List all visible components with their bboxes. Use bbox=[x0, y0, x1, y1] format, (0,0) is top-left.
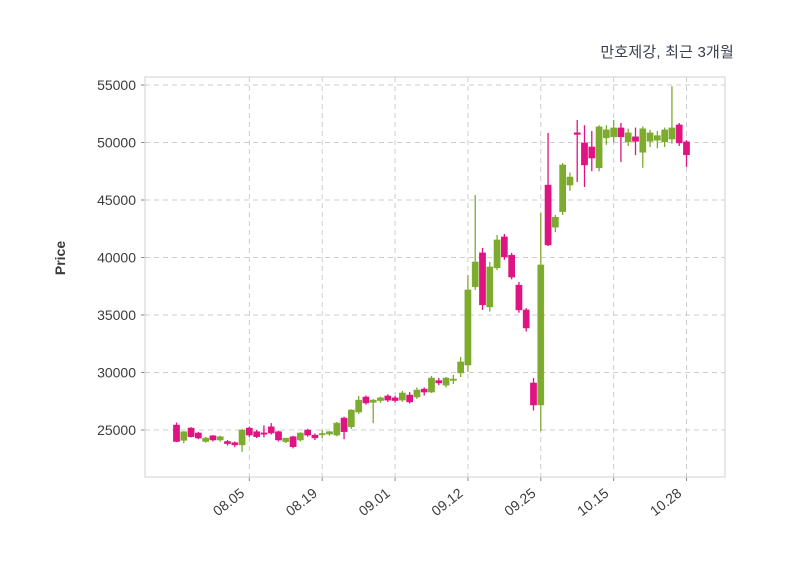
candle-body-up bbox=[464, 289, 472, 366]
candle-body-down bbox=[275, 431, 282, 441]
candle-body-down bbox=[311, 434, 319, 439]
candle-body-up bbox=[180, 431, 188, 441]
candle-body-down bbox=[173, 424, 180, 442]
candle-body-up bbox=[486, 266, 494, 308]
candle-body-up bbox=[326, 431, 333, 435]
candle-body-up bbox=[428, 377, 435, 393]
candle-body-down bbox=[420, 388, 428, 393]
candle-body-up bbox=[537, 264, 545, 406]
y-tick-label: 30000 bbox=[97, 365, 136, 381]
x-tick-label: 09.01 bbox=[355, 485, 393, 519]
candle-body-down bbox=[267, 426, 275, 434]
candle-body-up bbox=[355, 399, 362, 413]
candle-body-down bbox=[340, 417, 348, 432]
candle-body-up bbox=[661, 129, 668, 143]
candle-body-down bbox=[508, 254, 515, 278]
axes-border bbox=[144, 76, 726, 478]
candle-body-down bbox=[588, 146, 596, 159]
candle-body-down bbox=[195, 432, 202, 439]
candle-body-down bbox=[209, 435, 217, 441]
candle-body-down bbox=[187, 427, 195, 437]
candle-body-up bbox=[559, 164, 566, 212]
y-tick-label: 40000 bbox=[97, 250, 136, 266]
candle-body-down bbox=[289, 436, 297, 447]
candle-body-up bbox=[399, 392, 406, 401]
candle-body-down bbox=[231, 442, 239, 446]
candle-body-down bbox=[530, 382, 537, 406]
x-tick-label: 10.15 bbox=[574, 485, 612, 519]
x-tick-label: 09.12 bbox=[428, 485, 466, 519]
candle-body-down bbox=[573, 132, 581, 135]
candle-body-down bbox=[683, 141, 690, 156]
candle-body-up bbox=[639, 128, 647, 153]
candle-body-down bbox=[435, 380, 443, 384]
candle-body-up bbox=[595, 126, 603, 169]
candle-body-down bbox=[632, 136, 639, 142]
candle-body-up bbox=[610, 127, 617, 138]
candle-body-up bbox=[333, 422, 341, 436]
candle-body-up bbox=[348, 409, 355, 428]
x-tick-label: 10.28 bbox=[647, 485, 685, 519]
candle-body-up bbox=[318, 433, 326, 436]
candle-body-up bbox=[297, 432, 304, 441]
candle-body-up bbox=[654, 135, 661, 141]
candle-body-up bbox=[603, 129, 610, 139]
candle-body-up bbox=[450, 378, 457, 381]
candle-body-down bbox=[406, 394, 413, 403]
candle-body-down bbox=[501, 236, 508, 258]
candle-body-up bbox=[282, 437, 290, 442]
candle-body-up bbox=[369, 399, 377, 403]
candle-body-up bbox=[238, 429, 246, 446]
x-tick-label: 08.19 bbox=[283, 485, 321, 519]
candle-body-down bbox=[675, 124, 683, 144]
candle-body-down bbox=[304, 429, 311, 436]
y-tick-label: 45000 bbox=[97, 192, 136, 208]
candle-body-down bbox=[391, 397, 399, 401]
candle-body-up bbox=[668, 127, 676, 140]
chart-title: 만호제강, 최근 3개월 bbox=[600, 44, 734, 61]
candle-body-down bbox=[522, 309, 530, 329]
candle-body-up bbox=[624, 132, 632, 143]
candle-body-down bbox=[581, 142, 588, 166]
candle-body-up bbox=[566, 176, 574, 186]
candle-body-up bbox=[471, 261, 479, 288]
candle-body-up bbox=[377, 397, 384, 401]
candle-body-down bbox=[479, 252, 486, 306]
y-axis-label: Price bbox=[52, 240, 68, 276]
x-tick-label: 08.05 bbox=[210, 485, 248, 519]
y-tick-label: 55000 bbox=[97, 77, 136, 93]
candle-body-down bbox=[617, 127, 625, 138]
candle-body-down bbox=[224, 441, 231, 444]
candle-body-up bbox=[216, 436, 224, 441]
candle-body-down bbox=[253, 431, 260, 437]
y-tick-label: 25000 bbox=[97, 422, 136, 438]
candle-body-up bbox=[646, 132, 654, 142]
candle-body-up bbox=[202, 437, 209, 442]
y-tick-label: 50000 bbox=[97, 135, 136, 151]
candle-body-up bbox=[457, 361, 464, 374]
candle-body-down bbox=[515, 284, 523, 311]
candle-body-down bbox=[246, 427, 253, 436]
candle-body-down bbox=[384, 395, 392, 401]
candle-body-down bbox=[362, 396, 370, 404]
y-tick-label: 35000 bbox=[97, 307, 136, 323]
candle-body-up bbox=[413, 389, 421, 398]
candle-body-down bbox=[544, 184, 552, 246]
candle-body-down bbox=[260, 432, 268, 435]
x-tick-label: 09.25 bbox=[501, 485, 539, 519]
candle-body-up bbox=[493, 239, 501, 269]
candle-body-up bbox=[442, 377, 450, 386]
candle-body-up bbox=[552, 216, 559, 228]
